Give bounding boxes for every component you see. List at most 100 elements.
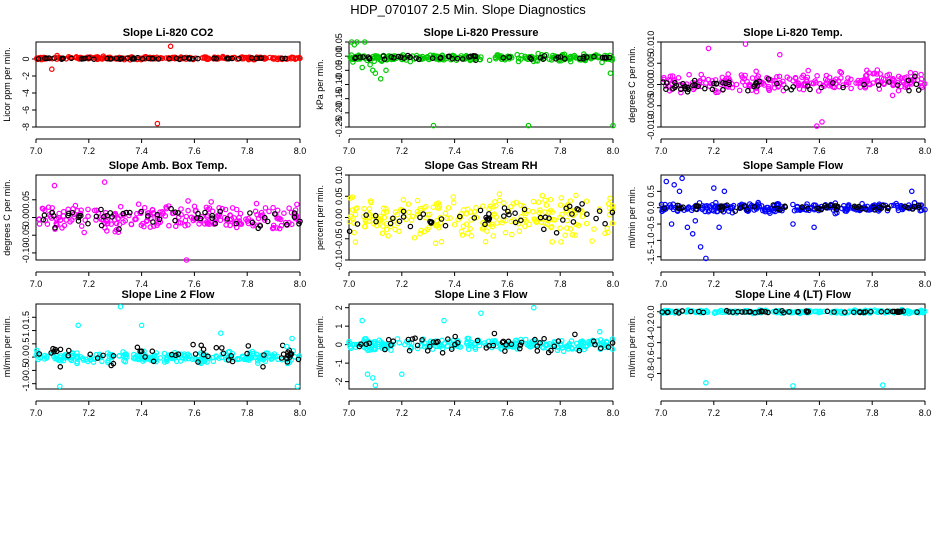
data-point-black [154, 211, 161, 218]
data-point [430, 204, 437, 211]
data-point-black [41, 212, 48, 219]
data-point [177, 220, 184, 226]
data-point-black [695, 308, 702, 315]
data-point-black [195, 359, 201, 365]
data-point-black [381, 56, 388, 62]
data-point-black [841, 309, 848, 316]
data-point [74, 207, 81, 214]
data-point-black [50, 213, 57, 219]
data-point [840, 82, 847, 88]
data-point [381, 214, 388, 221]
data-point-black [52, 225, 58, 231]
data-point [848, 85, 854, 92]
outlier-point [75, 322, 82, 329]
data-point [182, 222, 188, 229]
data-point-black [724, 202, 730, 209]
data-point-black [875, 82, 882, 88]
data-point-black [673, 308, 679, 315]
data-point-black [518, 339, 525, 346]
data-point [411, 234, 418, 241]
data-point-black [150, 219, 156, 225]
data-point-black [98, 206, 104, 213]
data-point-black [224, 216, 231, 222]
data-point [668, 80, 675, 87]
data-point [489, 223, 496, 230]
data-point [714, 208, 720, 215]
y-tick-label: 0 [334, 342, 344, 347]
data-point [488, 221, 495, 227]
data-point [183, 213, 190, 220]
data-point [776, 80, 783, 86]
data-point-black [93, 213, 100, 220]
data-point [103, 218, 110, 225]
data-point [521, 209, 528, 215]
outlier-point [819, 119, 825, 125]
data-point [112, 210, 119, 217]
data-point [863, 72, 870, 79]
data-point [484, 228, 490, 235]
data-point [560, 348, 567, 355]
outlier-point [441, 317, 447, 324]
data-point-black [850, 309, 857, 316]
data-point-black [217, 208, 224, 215]
y-tick-label: 2 [334, 305, 344, 310]
data-point [274, 215, 280, 222]
data-point [368, 344, 375, 351]
data-point [554, 347, 561, 354]
x-tick-label: 7.6 [188, 146, 201, 156]
data-point-black [502, 348, 508, 354]
data-point [578, 340, 585, 347]
y-tick-label: -6 [21, 106, 31, 114]
outlier-point [369, 375, 376, 381]
y-axis-label: Licor ppm per min. [2, 47, 12, 122]
x-tick-label: 7.0 [343, 146, 356, 156]
data-point-black [527, 54, 533, 61]
data-point [658, 201, 665, 208]
data-point-black [661, 205, 667, 212]
data-point [191, 203, 198, 210]
data-point [143, 218, 150, 225]
data-point [387, 223, 394, 230]
data-point [770, 308, 777, 315]
outlier-point [716, 224, 722, 231]
data-point [131, 351, 137, 358]
outlier-point [703, 379, 709, 386]
data-point-black [840, 84, 846, 91]
chart-title: Slope Amb. Box Temp. [109, 160, 228, 172]
data-point [391, 218, 397, 224]
x-tick-label: 7.0 [30, 408, 43, 418]
data-point [444, 343, 451, 349]
data-point [895, 87, 902, 94]
data-point-black [211, 55, 217, 62]
data-point [243, 216, 249, 223]
y-tick-label: -0.25 [334, 117, 344, 138]
y-axis-label: kPa per min. [315, 59, 325, 110]
data-point-black [788, 86, 795, 93]
data-point-black [247, 210, 253, 216]
y-tick-label: -0.8 [646, 366, 656, 382]
data-point [450, 199, 457, 206]
data-point-black [737, 205, 744, 211]
data-point [366, 211, 373, 218]
data-point [496, 191, 503, 197]
data-point [918, 71, 924, 78]
outlier-point [676, 188, 683, 195]
data-point [579, 213, 586, 220]
y-tick-label: 0.5 [21, 338, 31, 351]
data-point [372, 345, 378, 351]
data-point-black [200, 346, 207, 353]
data-point-black [51, 348, 57, 355]
data-point [121, 358, 127, 364]
data-point-black [597, 345, 604, 352]
data-point [870, 80, 876, 86]
data-point-black [358, 341, 364, 348]
x-tick-label: 8.0 [607, 408, 620, 418]
data-point [294, 201, 300, 208]
data-point-black [555, 54, 561, 61]
data-point-black [659, 309, 666, 315]
data-point [253, 200, 260, 207]
x-tick-label: 7.8 [554, 408, 567, 418]
y-tick-label: -0.10 [334, 74, 344, 95]
data-point-black [131, 55, 137, 61]
data-point [433, 222, 439, 229]
